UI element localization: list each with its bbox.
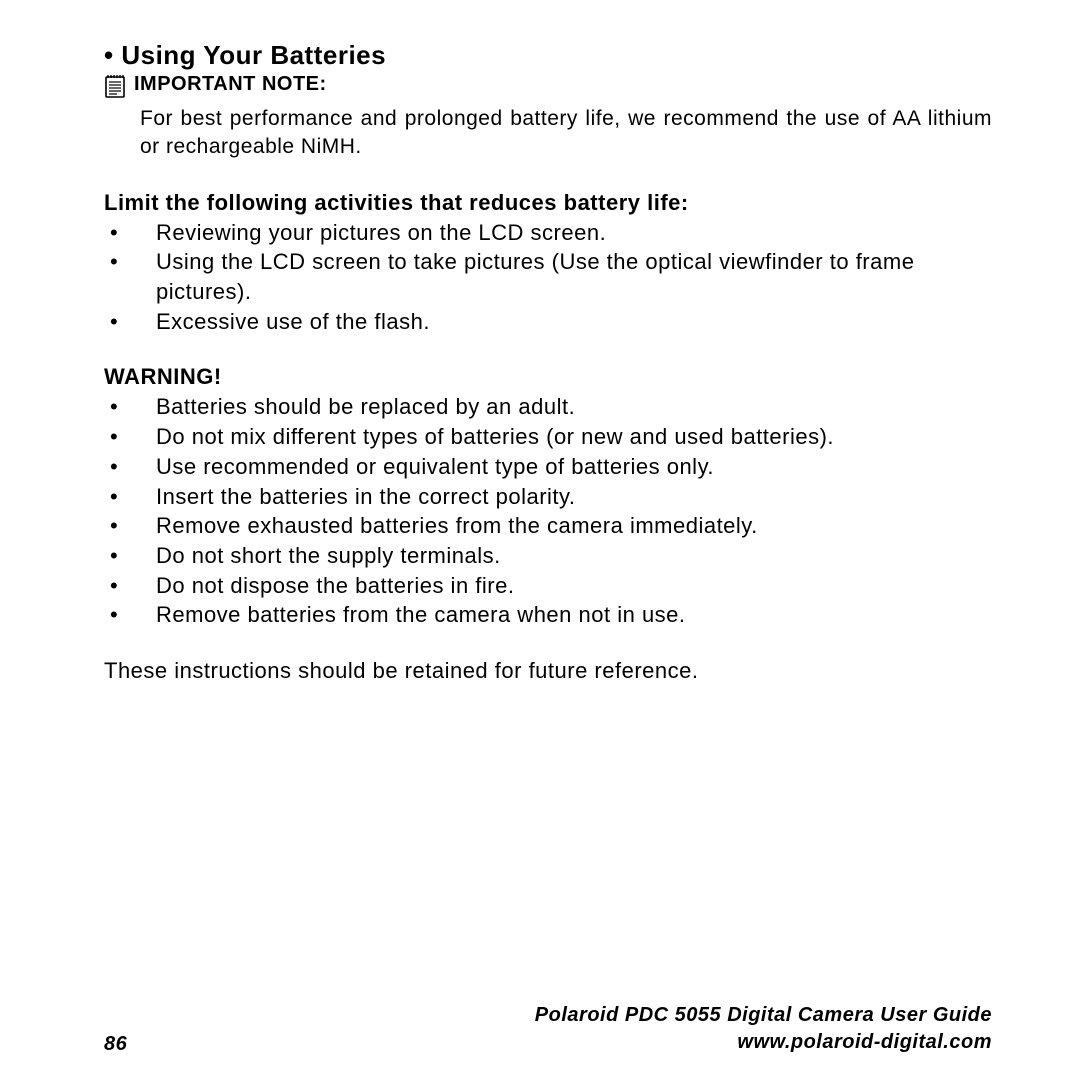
list-item: Do not short the supply terminals. xyxy=(104,541,992,571)
limit-heading: Limit the following activities that redu… xyxy=(104,190,992,216)
page-footer: 86 Polaroid PDC 5055 Digital Camera User… xyxy=(104,1002,992,1056)
list-item: Excessive use of the flash. xyxy=(104,307,992,337)
limit-list: Reviewing your pictures on the LCD scree… xyxy=(104,218,992,337)
warning-heading: WARNING! xyxy=(104,364,992,390)
list-item: Using the LCD screen to take pictures (U… xyxy=(104,247,992,306)
notepad-icon xyxy=(104,74,126,103)
page-number: 86 xyxy=(104,1033,127,1056)
warning-list: Batteries should be replaced by an adult… xyxy=(104,392,992,630)
important-note-row: IMPORTANT NOTE: xyxy=(104,73,992,103)
list-item: Do not dispose the batteries in fire. xyxy=(104,571,992,601)
list-item: Remove batteries from the camera when no… xyxy=(104,600,992,630)
footer-guide-title: Polaroid PDC 5055 Digital Camera User Gu… xyxy=(535,1002,992,1029)
list-item: Do not mix different types of batteries … xyxy=(104,422,992,452)
list-item: Batteries should be replaced by an adult… xyxy=(104,392,992,422)
list-item: Remove exhausted batteries from the came… xyxy=(104,511,992,541)
list-item: Reviewing your pictures on the LCD scree… xyxy=(104,218,992,248)
important-note-label: IMPORTANT NOTE: xyxy=(134,73,327,96)
list-item: Insert the batteries in the correct pola… xyxy=(104,482,992,512)
footer-url: www.polaroid-digital.com xyxy=(535,1029,992,1056)
list-item: Use recommended or equivalent type of ba… xyxy=(104,452,992,482)
important-note-body: For best performance and prolonged batte… xyxy=(140,105,992,162)
footer-right: Polaroid PDC 5055 Digital Camera User Gu… xyxy=(535,1002,992,1056)
closing-text: These instructions should be retained fo… xyxy=(104,658,992,684)
section-title: • Using Your Batteries xyxy=(104,40,992,71)
